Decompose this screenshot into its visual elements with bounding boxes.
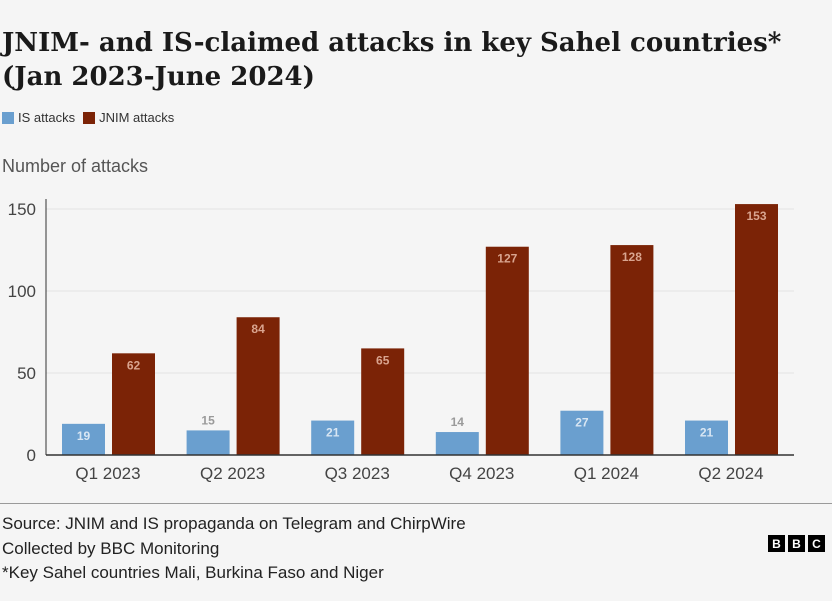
y-tick-label: 0 — [27, 446, 36, 465]
bar-is — [186, 430, 230, 455]
bar-jnim — [236, 317, 280, 455]
bbc-logo: B B C — [768, 535, 825, 552]
bar-is — [560, 410, 604, 455]
legend-label-jnim: JNIM attacks — [99, 110, 175, 125]
data-label: 153 — [746, 209, 766, 223]
legend-item-is: IS attacks — [2, 110, 75, 125]
bar-jnim — [610, 245, 654, 455]
y-tick-label: 100 — [8, 282, 36, 301]
bar-is — [435, 432, 479, 455]
x-tick-label: Q1 2024 — [574, 464, 639, 483]
y-tick-label: 50 — [17, 364, 36, 383]
bar-jnim — [112, 353, 155, 455]
bar-is — [311, 420, 355, 455]
legend-swatch-jnim — [83, 111, 96, 124]
x-tick-label: Q2 2023 — [200, 464, 265, 483]
data-label: 21 — [326, 426, 340, 440]
bar-chart: 0 50 100 150 19 62 Q1 2023 15 84 Q2 2023 21 65 Q3 20… — [8, 199, 794, 483]
source-text: Source: JNIM and IS propaganda on Telegr… — [2, 514, 466, 533]
data-label: 27 — [575, 416, 589, 430]
x-tick-label: Q1 2023 — [75, 464, 140, 483]
data-label: 62 — [127, 358, 141, 372]
bar-is — [62, 423, 105, 455]
legend-item-jnim: JNIM attacks — [83, 110, 174, 125]
data-label: 84 — [251, 322, 265, 336]
legend: IS attacks JNIM attacks — [2, 110, 174, 125]
y-axis-label: Number of attacks — [2, 156, 149, 176]
footer-divider — [0, 503, 832, 504]
data-label: 128 — [622, 250, 642, 264]
collected-text: Collected by BBC Monitoring — [2, 538, 220, 558]
x-tick-label: Q2 2024 — [698, 464, 763, 483]
data-label: 14 — [451, 415, 465, 429]
bar-jnim — [361, 348, 405, 455]
data-label: 19 — [77, 429, 91, 443]
bbc-logo-block: C — [808, 535, 825, 552]
x-tick-label: Q4 2023 — [449, 464, 514, 483]
y-tick-label: 150 — [8, 200, 36, 219]
data-label: 127 — [497, 252, 517, 266]
bar-jnim — [485, 246, 529, 455]
bar-jnim — [735, 204, 778, 455]
bar-is — [685, 420, 728, 455]
x-tick-label: Q3 2023 — [325, 464, 390, 483]
legend-label-is: IS attacks — [18, 110, 76, 125]
bbc-logo-block: B — [768, 535, 785, 552]
legend-swatch-is — [2, 111, 14, 124]
data-label: 65 — [376, 353, 390, 367]
data-label: 21 — [700, 426, 714, 440]
bbc-logo-block: B — [788, 535, 805, 552]
chart-title: JNIM- and IS-claimed attacks in key Sahe… — [2, 28, 782, 92]
footer: Source: JNIM and IS propaganda on Telegr… — [2, 512, 466, 586]
data-label: 15 — [201, 413, 215, 427]
footnote-text: *Key Sahel countries Mali, Burkina Faso … — [2, 563, 384, 582]
